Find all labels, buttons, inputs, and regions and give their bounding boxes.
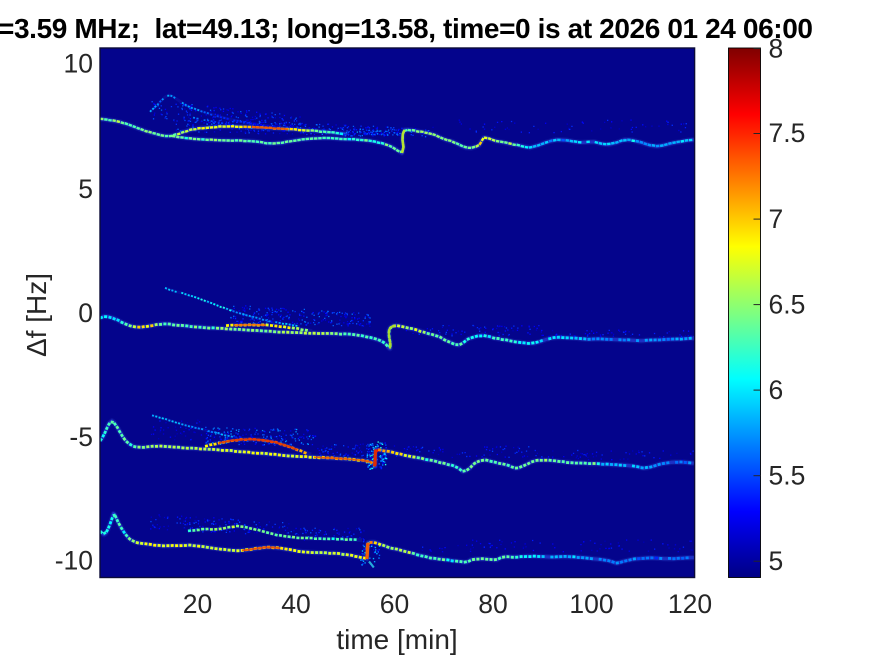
svg-text:100: 100 [569,589,613,619]
svg-text:6.5: 6.5 [769,289,806,319]
svg-text:8: 8 [769,33,784,63]
svg-text:5.5: 5.5 [769,460,806,490]
svg-text:5: 5 [769,546,784,576]
svg-text:10: 10 [64,49,93,79]
svg-text:-10: -10 [55,546,93,576]
svg-text:120: 120 [668,589,712,619]
svg-text:7: 7 [769,204,784,234]
svg-text:20: 20 [183,589,212,619]
svg-text:time [min]: time [min] [336,624,457,655]
svg-text:5: 5 [78,174,93,204]
svg-text:=3.59 MHz; lat=49.13; long=13: =3.59 MHz; lat=49.13; long=13.58, time=0… [0,13,813,44]
svg-text:-5: -5 [69,422,93,452]
svg-text:60: 60 [380,589,409,619]
svg-text:7.5: 7.5 [769,118,806,148]
svg-text:6: 6 [769,375,784,405]
svg-text:Δf [Hz]: Δf [Hz] [21,273,52,357]
svg-text:0: 0 [78,298,93,328]
svg-text:40: 40 [281,589,310,619]
svg-text:80: 80 [478,589,507,619]
